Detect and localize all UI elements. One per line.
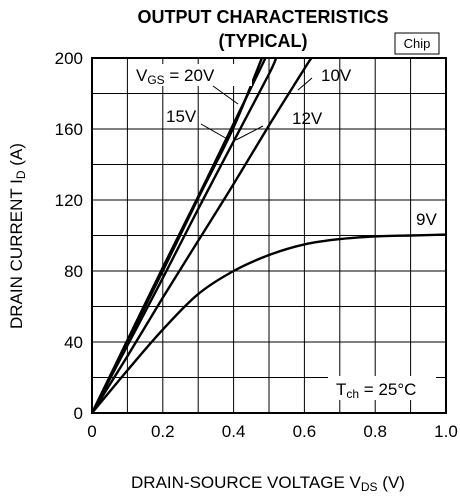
series-line-3: [90, 57, 313, 414]
grid-lines: [92, 58, 446, 413]
x-tick-label: 0.6: [293, 422, 317, 441]
x-tick-label: 0.4: [222, 422, 246, 441]
leader-20v: [212, 85, 239, 105]
series-line-1: [90, 57, 264, 414]
series-label-15v: 15V: [166, 107, 197, 126]
leader-10v: [297, 77, 313, 91]
plot-frame: [91, 57, 447, 414]
y-tick-label: 160: [55, 120, 83, 139]
condition-backdrop: [328, 376, 436, 400]
series-label-9v: 9V: [416, 210, 437, 229]
x-tick-label: 0: [87, 422, 96, 441]
chip-badge-box: [394, 32, 440, 55]
y-tick-label: 200: [55, 49, 83, 68]
chip-badge-label: Chip: [404, 36, 431, 51]
series-label-12v: 12V: [292, 109, 323, 128]
series-line-2: [90, 57, 278, 414]
y-tick-labels: 0 40 80 120 160 200: [55, 49, 83, 423]
x-axis-label: DRAIN-SOURCE VOLTAGE VDS (V): [131, 473, 405, 494]
x-tick-labels: 0 0.2 0.4 0.6 0.8 1.0: [87, 422, 458, 441]
x-tick-label: 0.2: [151, 422, 175, 441]
leader-12v: [235, 125, 264, 141]
series-label-10v: 10V: [321, 66, 352, 85]
x-tick-label: 1.0: [434, 422, 458, 441]
series-line-4: [91, 233, 447, 414]
y-tick-label: 0: [74, 404, 83, 423]
y-tick-label: 120: [55, 191, 83, 210]
chart-subtitle: (TYPICAL): [219, 31, 308, 51]
condition-label: Tch = 25°C: [336, 380, 416, 401]
y-tick-label: 80: [64, 262, 83, 281]
series-curves: [90, 57, 447, 414]
y-tick-label: 40: [64, 333, 83, 352]
leader-15v: [200, 123, 230, 141]
series-label-20v: VGS = 20V: [136, 66, 215, 87]
chart-title: OUTPUT CHARACTERISTICS: [138, 7, 389, 27]
y-axis-label: DRAIN CURRENT ID (A): [7, 143, 28, 329]
vgs-label-backdrop: [132, 64, 252, 86]
x-tick-label: 0.8: [363, 422, 387, 441]
